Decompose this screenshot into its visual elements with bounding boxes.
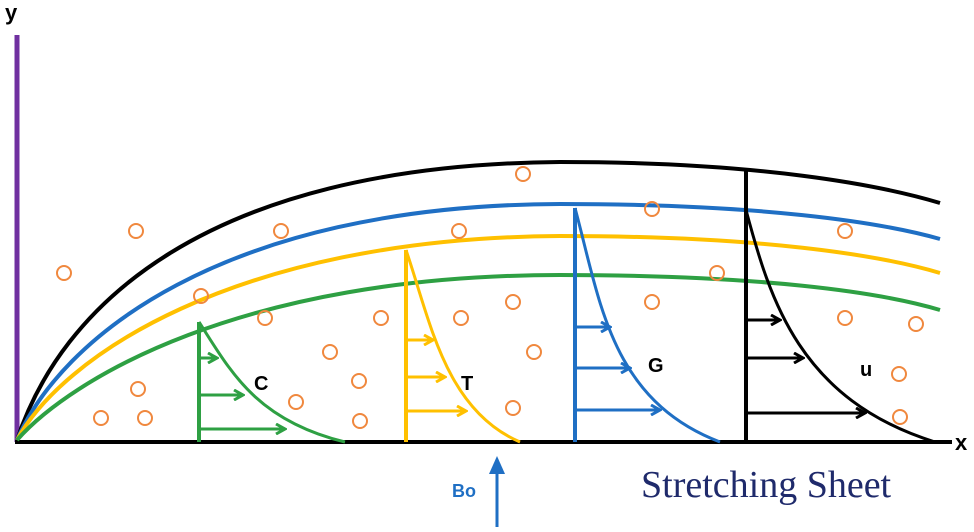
temperature-label: T bbox=[461, 373, 473, 395]
microorganism-profile-curve bbox=[573, 207, 721, 444]
y-axis-label: y bbox=[5, 0, 18, 25]
circle-outline-icon bbox=[892, 409, 908, 425]
magnetic-field-label: Bo bbox=[452, 481, 476, 501]
microorganism-label: G bbox=[648, 355, 664, 377]
arrow-up-head bbox=[489, 456, 505, 474]
microorganism-boundary-layer bbox=[15, 201, 941, 441]
temperature-profile-curve bbox=[404, 249, 521, 444]
velocity-boundary-layer bbox=[15, 159, 941, 441]
x-axis-label: x bbox=[955, 430, 968, 455]
temperature-boundary-layer bbox=[15, 233, 941, 441]
concentration-boundary-layer bbox=[15, 272, 941, 442]
circle-outline-icon bbox=[322, 344, 338, 360]
circle-outline-icon bbox=[515, 166, 531, 182]
circle-outline-icon bbox=[93, 410, 109, 426]
circle-outline-icon bbox=[273, 223, 289, 239]
circle-outline-icon bbox=[137, 410, 153, 426]
circle-outline-icon bbox=[908, 316, 924, 332]
concentration-profile-curve bbox=[197, 321, 346, 444]
velocity-profile-curve bbox=[744, 209, 936, 444]
circle-outline-icon bbox=[373, 310, 389, 326]
circle-outline-icon bbox=[837, 223, 853, 239]
circle-outline-icon bbox=[505, 294, 521, 310]
circle-outline-icon bbox=[56, 265, 72, 281]
circle-outline-icon bbox=[891, 366, 907, 382]
stretching-sheet-label: Stretching Sheet bbox=[641, 464, 892, 506]
circle-outline-icon bbox=[644, 294, 660, 310]
circle-outline-icon bbox=[453, 310, 469, 326]
circle-outline-icon bbox=[257, 310, 273, 326]
circle-outline-icon bbox=[505, 400, 521, 416]
velocity-label: u bbox=[860, 359, 872, 381]
circle-outline-icon bbox=[288, 394, 304, 410]
circle-outline-icon bbox=[128, 223, 144, 239]
circle-outline-icon bbox=[130, 381, 146, 397]
circle-outline-icon bbox=[837, 310, 853, 326]
circle-outline-icon bbox=[644, 201, 660, 217]
circle-outline-icon bbox=[352, 413, 368, 429]
circle-outline-icon bbox=[451, 223, 467, 239]
circle-outline-icon bbox=[709, 265, 725, 281]
concentration-label: C bbox=[254, 373, 268, 395]
particles bbox=[56, 166, 924, 429]
circle-outline-icon bbox=[526, 344, 542, 360]
circle-outline-icon bbox=[351, 373, 367, 389]
circle-outline-icon bbox=[193, 288, 209, 304]
